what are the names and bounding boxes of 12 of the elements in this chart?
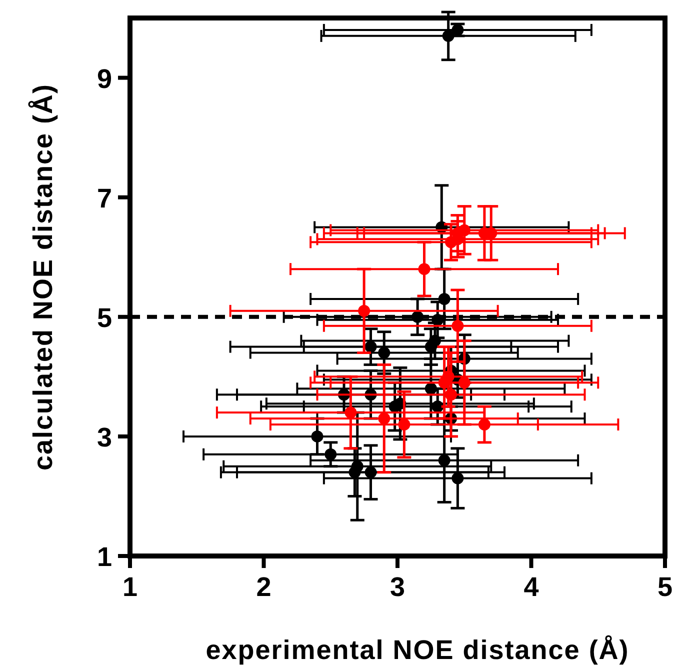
y-tick-label: 7 (96, 183, 112, 214)
x-tick-label: 5 (657, 572, 673, 602)
x-axis-title: experimental NOE distance (Å) (206, 635, 630, 665)
x-tick-label: 1 (122, 572, 138, 602)
y-tick-label: 1 (96, 542, 112, 572)
y-axis-title: calculated NOE distance (Å) (28, 83, 58, 471)
x-tick-label: 4 (524, 572, 539, 602)
y-tick-label: 3 (96, 422, 112, 452)
y-tick-label: 5 (96, 302, 112, 333)
x-tick-label: 3 (390, 572, 406, 602)
x-tick-label: 2 (256, 572, 272, 602)
y-tick-label: 9 (96, 64, 112, 94)
